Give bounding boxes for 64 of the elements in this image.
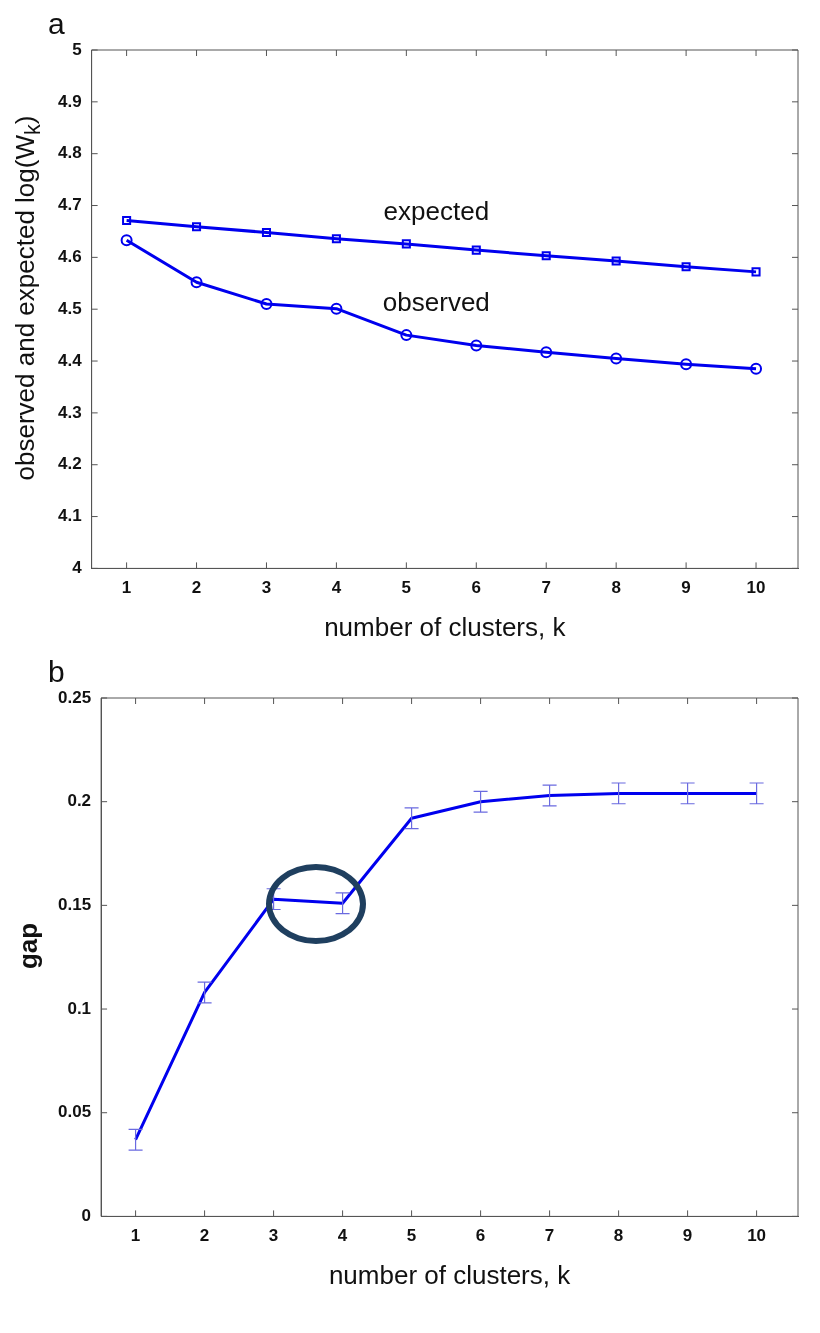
y-tick-label: 5: [72, 39, 82, 59]
point: [331, 234, 341, 244]
y-tick-label: 0.2: [67, 791, 92, 811]
x-tick-label: 4: [331, 578, 342, 598]
x-tick-label: 7: [541, 578, 551, 598]
x-tick-label: 3: [261, 578, 272, 598]
x-tick-label: 7: [544, 1226, 555, 1246]
x-tick-label: 5: [401, 578, 412, 598]
point: [401, 239, 411, 249]
y-tick-label: 0.05: [57, 1102, 92, 1122]
point: [330, 302, 343, 315]
x-tick-label: 9: [681, 578, 691, 598]
x-tick-label: 1: [121, 578, 132, 598]
point: [540, 346, 553, 359]
y-tick-label: 4.9: [57, 91, 82, 111]
point: [610, 352, 623, 365]
y-tick-label: 0: [81, 1206, 92, 1226]
point: [122, 216, 132, 226]
y-tick-label: 4.5: [57, 298, 82, 318]
y-tick-label: 4.7: [57, 195, 82, 215]
point: [680, 358, 693, 371]
point: [192, 222, 202, 232]
series-label: observed: [382, 287, 490, 318]
y-tick-label: 4.8: [57, 143, 82, 163]
y-tick-label: 4.6: [57, 247, 82, 267]
x-tick-label: 2: [199, 1226, 210, 1246]
y-tick-label: 0.1: [67, 998, 92, 1018]
y-tick-label: 0.15: [57, 895, 92, 915]
x-tick-label: 10: [747, 1226, 767, 1246]
chart-title: b: [48, 655, 65, 689]
x-tick-label: 2: [191, 578, 202, 598]
point: [470, 339, 483, 352]
x-tick-label: 5: [406, 1226, 417, 1246]
y-tick-label: 4.2: [57, 454, 82, 474]
point: [751, 267, 761, 277]
y-tick-label: 4.4: [57, 350, 83, 370]
point: [120, 234, 133, 247]
x-tick-label: 1: [130, 1226, 141, 1246]
x-axis-title: number of clusters, k: [328, 1259, 572, 1290]
series-label: expected: [383, 196, 490, 227]
point: [541, 251, 551, 261]
y-tick-label: 4.3: [57, 402, 82, 422]
y-axis-title: gap: [12, 922, 44, 970]
point: [681, 262, 691, 272]
x-tick-label: 3: [268, 1226, 279, 1246]
point: [190, 276, 203, 289]
point: [471, 245, 481, 255]
x-tick-label: 10: [746, 578, 766, 598]
x-tick-label: 6: [471, 578, 482, 598]
x-tick-label: 9: [682, 1226, 693, 1246]
x-tick-label: 8: [613, 1226, 624, 1246]
x-axis-title: number of clusters, k: [324, 611, 567, 642]
x-tick-label: 6: [475, 1226, 486, 1246]
point: [261, 227, 272, 238]
point: [400, 329, 413, 342]
y-tick-label: 4.1: [57, 506, 82, 526]
x-tick-label: 8: [611, 578, 621, 598]
chart-title: a: [48, 7, 65, 41]
y-tick-label: 4: [72, 558, 83, 578]
point: [750, 362, 763, 375]
point: [260, 298, 273, 311]
point: [611, 256, 621, 266]
y-tick-label: 0.25: [57, 687, 92, 707]
x-tick-label: 4: [337, 1226, 348, 1246]
